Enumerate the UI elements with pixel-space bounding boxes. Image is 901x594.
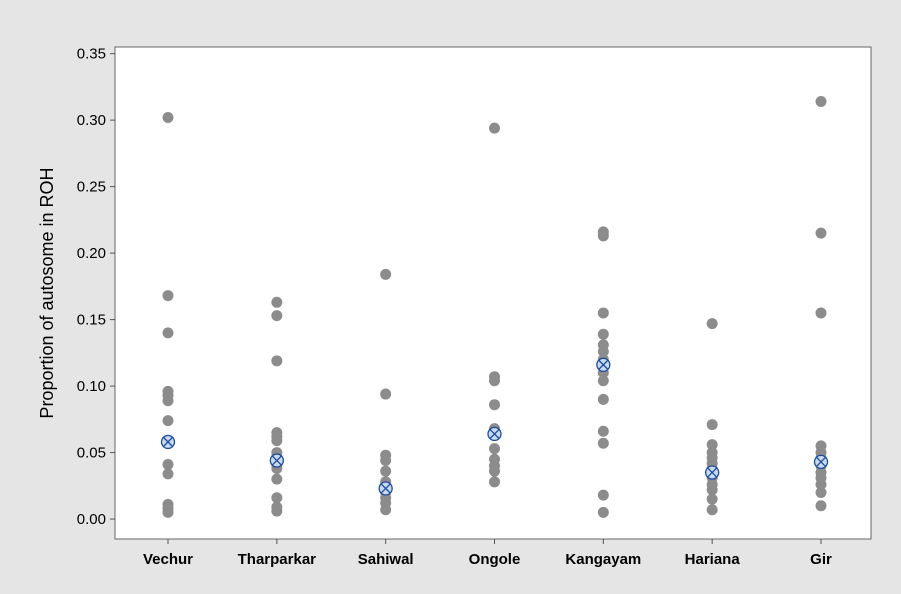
data-point bbox=[815, 307, 827, 319]
y-tick-label: 0.10 bbox=[77, 378, 106, 395]
data-point bbox=[815, 500, 827, 512]
data-point bbox=[815, 96, 827, 108]
y-axis: 0.00 0.05 0.10 0.15 0.20 0.25 0.30 0.35 bbox=[77, 46, 115, 528]
mean-marker bbox=[596, 357, 611, 372]
data-point bbox=[597, 506, 609, 518]
data-point bbox=[380, 455, 392, 467]
data-point bbox=[380, 465, 392, 477]
data-point bbox=[162, 506, 174, 518]
x-tick-label: Gir bbox=[810, 551, 832, 568]
data-point bbox=[271, 310, 283, 322]
x-tick-label: Sahiwal bbox=[358, 551, 414, 568]
data-point bbox=[489, 122, 500, 134]
data-point bbox=[271, 296, 283, 308]
data-point bbox=[162, 327, 174, 339]
data-point bbox=[489, 443, 500, 455]
data-point bbox=[271, 473, 283, 485]
data-point bbox=[597, 393, 609, 405]
data-point bbox=[706, 504, 718, 516]
data-point bbox=[162, 468, 174, 480]
data-point bbox=[380, 388, 392, 400]
data-point bbox=[597, 307, 609, 319]
y-tick-label: 0.05 bbox=[77, 445, 106, 462]
mean-marker bbox=[378, 481, 393, 496]
data-point bbox=[162, 459, 174, 471]
data-point bbox=[597, 346, 609, 358]
data-point bbox=[815, 478, 827, 490]
data-point bbox=[489, 375, 500, 387]
data-point bbox=[271, 355, 283, 367]
data-point bbox=[706, 318, 718, 330]
data-point bbox=[162, 395, 174, 407]
y-tick-label: 0.25 bbox=[77, 179, 106, 196]
data-point bbox=[162, 290, 174, 302]
data-point bbox=[597, 437, 609, 449]
data-point bbox=[380, 504, 392, 516]
y-axis-label: Proportion of autosome in ROH bbox=[37, 167, 57, 418]
mean-marker bbox=[269, 453, 284, 468]
data-point bbox=[706, 439, 718, 451]
y-tick-label: 0.35 bbox=[77, 46, 106, 63]
x-tick-label: Ongole bbox=[469, 551, 521, 568]
x-tick-label: Vechur bbox=[143, 551, 193, 568]
data-point bbox=[271, 435, 283, 447]
mean-markers bbox=[160, 357, 829, 496]
data-point bbox=[489, 399, 500, 411]
data-point bbox=[162, 111, 174, 123]
mean-marker bbox=[705, 465, 720, 480]
data-point bbox=[815, 486, 827, 498]
data-point bbox=[706, 419, 718, 431]
data-point bbox=[597, 328, 609, 340]
data-point bbox=[815, 227, 827, 239]
data-point bbox=[597, 425, 609, 437]
data-point bbox=[597, 230, 609, 242]
x-tick-label: Tharparkar bbox=[238, 551, 317, 568]
data-point bbox=[162, 415, 174, 427]
mean-marker bbox=[813, 454, 829, 470]
mean-marker bbox=[487, 426, 502, 442]
y-tick-label: 0.00 bbox=[77, 511, 106, 528]
x-tick-label: Hariana bbox=[685, 551, 741, 568]
data-point bbox=[489, 465, 500, 477]
data-point bbox=[271, 492, 283, 504]
data-point bbox=[597, 489, 609, 501]
y-tick-label: 0.20 bbox=[77, 245, 106, 262]
data-point bbox=[380, 268, 392, 280]
data-point bbox=[597, 375, 609, 387]
x-axis: Vechur Tharparkar Sahiwal Ongole Kangayam Har… bbox=[143, 539, 832, 568]
data-point bbox=[271, 505, 283, 517]
y-tick-label: 0.30 bbox=[77, 112, 106, 129]
data-point bbox=[706, 493, 718, 505]
y-tick-label: 0.15 bbox=[77, 312, 106, 329]
x-tick-label: Kangayam bbox=[565, 551, 641, 568]
data-point bbox=[489, 476, 500, 488]
data-point bbox=[706, 484, 718, 496]
mean-marker bbox=[160, 434, 176, 450]
